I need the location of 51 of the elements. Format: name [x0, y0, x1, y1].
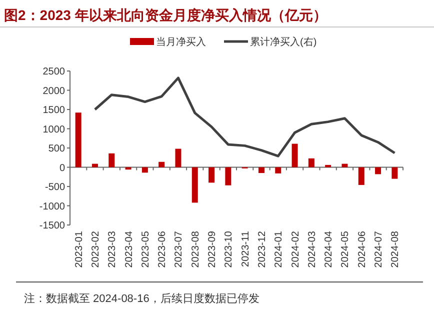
y-tick-label: 500	[48, 144, 66, 154]
x-tick-label: 2024-04	[324, 230, 335, 268]
x-tick-label: 2023-08	[190, 230, 202, 268]
x-tick-label: 2023-10	[224, 230, 235, 268]
x-tick-label: 2024-06	[356, 230, 368, 268]
x-tick-label: 2024-03	[306, 230, 318, 268]
x-tick-label: 2023-11	[240, 230, 252, 267]
title: 图2：2023 年以来北向资金月度净买入情况（亿元）	[4, 7, 327, 23]
x-tick-label: 2023-07	[174, 230, 185, 268]
x-tick-label: 2024-02	[290, 230, 302, 268]
y-tick-label: 2500	[42, 66, 66, 78]
x-tick-label: 2023-05	[140, 230, 152, 268]
x-tick-label: 2024-08	[390, 230, 402, 268]
bar	[158, 162, 165, 168]
bar	[392, 167, 398, 179]
bar	[325, 164, 332, 168]
legend-label: 累计净买入(右)	[250, 36, 317, 48]
bar	[358, 167, 364, 185]
bar	[258, 167, 264, 174]
x-tick-label: 2023-01	[74, 230, 85, 268]
bar	[308, 158, 314, 168]
y-tick-label: 2000	[42, 86, 66, 97]
y-tick-label: 0	[59, 162, 66, 174]
x-tick-label: 2023-03	[107, 230, 118, 268]
bar	[225, 167, 232, 186]
bar	[175, 148, 182, 168]
x-tick-label: 2023-02	[90, 230, 102, 268]
bar	[75, 112, 82, 168]
legend-label: 当月净买入	[156, 36, 206, 48]
x-tick-label: 2023-04	[124, 230, 135, 268]
note: 注：数据截至 2024-08-16，后续日度数据已停发	[24, 293, 260, 305]
bar	[92, 164, 98, 168]
bar	[142, 167, 148, 173]
y-tick-label: -500	[44, 182, 66, 193]
x-tick-label: 2024-07	[374, 230, 385, 268]
bar	[208, 167, 215, 183]
bar	[275, 167, 282, 174]
bar	[292, 144, 298, 168]
x-tick-label: 2023-09	[207, 230, 218, 268]
y-tick-label: -1000	[39, 201, 66, 212]
y-tick-label: 1500	[42, 105, 66, 116]
x-tick-label: 2024-05	[340, 230, 352, 268]
bar	[108, 153, 115, 168]
x-tick-label: 2023-06	[157, 230, 168, 268]
bar	[375, 167, 382, 174]
bar	[192, 167, 198, 203]
x-tick-label: 2024-01	[274, 230, 285, 268]
y-tick-label: 1000	[42, 124, 66, 136]
bar	[342, 164, 348, 168]
x-tick-label: 2023-12	[256, 230, 268, 268]
y-tick-label: -1500	[39, 220, 66, 232]
